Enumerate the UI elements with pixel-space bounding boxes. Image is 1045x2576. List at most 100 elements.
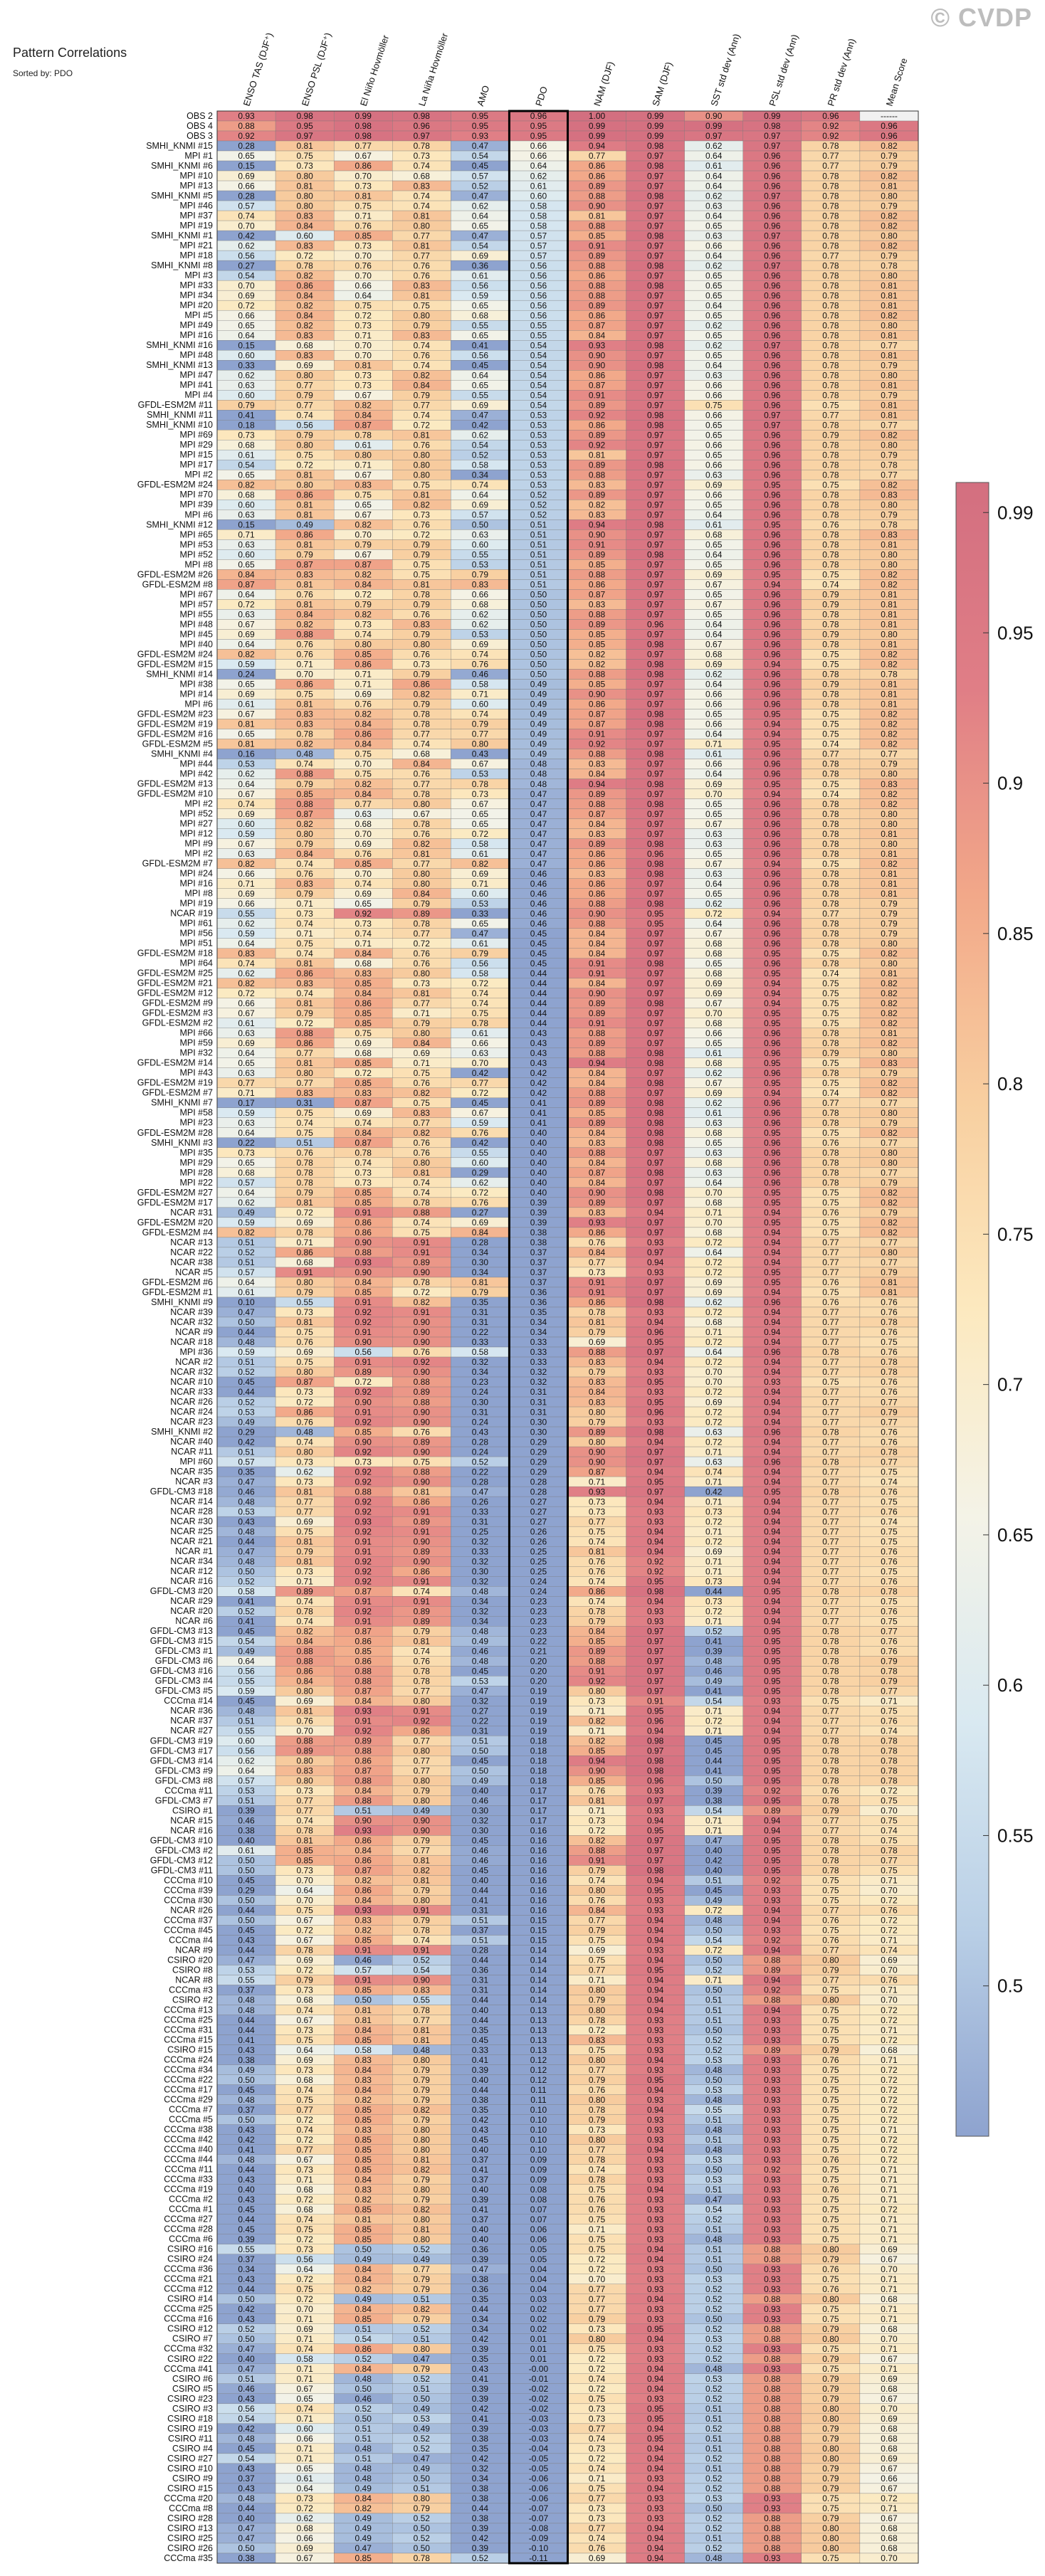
cell-value: 0.96: [764, 869, 781, 879]
cell-value: 0.94: [647, 1317, 664, 1327]
cell-value: 0.20: [530, 1676, 547, 1686]
cell-value: 0.70: [296, 1726, 313, 1736]
cell-value: 0.75: [296, 1108, 313, 1118]
row-label: SMHI_KNMI #9: [151, 1297, 213, 1307]
cell-value: 0.93: [647, 1387, 664, 1397]
cell-value: 0.74: [296, 949, 313, 959]
cell-value: 0.47: [530, 809, 547, 819]
cell-value: 0.98: [647, 959, 664, 968]
cell-value: 0.77: [822, 1387, 839, 1397]
cell-value: 0.73: [414, 660, 431, 670]
cell-value: 0.79: [472, 949, 489, 959]
cell-value: 0.67: [705, 600, 723, 610]
cell-value: 0.72: [705, 1906, 723, 1916]
cell-value: 0.80: [296, 370, 313, 380]
cell-value: 0.77: [414, 250, 431, 260]
cell-value: 0.78: [414, 1666, 431, 1676]
cell-value: 0.74: [472, 650, 489, 660]
cell-value: 0.66: [238, 310, 255, 320]
cell-value: 0.65: [705, 350, 723, 360]
cell-value: 0.83: [238, 949, 255, 959]
cell-value: 0.81: [296, 141, 313, 151]
row-label: GFDL-ESM2M #18: [137, 949, 213, 959]
cell-value: 0.83: [414, 1108, 431, 1118]
cell-value: 0.93: [355, 1516, 372, 1526]
cell-value: 0.76: [296, 640, 313, 650]
row-label: CCCma #28: [164, 2224, 213, 2234]
row-label: MPI #2: [184, 849, 213, 859]
cell-value: 0.90: [414, 1327, 431, 1337]
cell-value: 0.93: [647, 1506, 664, 1516]
cell-value: 0.30: [472, 1826, 489, 1836]
cell-value: 0.17: [530, 1816, 547, 1826]
cell-value: 0.96: [764, 460, 781, 470]
cell-value: 0.42: [705, 1856, 723, 1866]
cell-value: 0.76: [881, 1387, 898, 1397]
cell-value: 0.94: [589, 779, 606, 789]
cell-value: 0.90: [589, 1457, 606, 1467]
cell-value: 0.21: [530, 1646, 547, 1656]
cell-value: 0.65: [705, 330, 723, 340]
cell-value: 0.39: [530, 1198, 547, 1208]
cell-value: 0.75: [822, 2025, 839, 2035]
cell-value: 0.81: [589, 1796, 606, 1806]
row-label: NCAR #18: [170, 1337, 213, 1347]
cell-value: 0.90: [414, 1816, 431, 1826]
cell-value: 0.97: [647, 1856, 664, 1866]
cell-value: 0.85: [296, 789, 313, 799]
column-label: PR std dev (Ann): [825, 37, 857, 107]
cell-value: 0.78: [822, 929, 839, 939]
cell-value: 0.77: [822, 1536, 839, 1546]
cell-value: 0.73: [355, 380, 372, 390]
cell-value: 0.75: [822, 978, 839, 988]
cell-value: 0.77: [822, 1576, 839, 1586]
row-label: GFDL-CM3 #17: [150, 1746, 213, 1756]
cell-value: 0.49: [238, 1208, 255, 1218]
cell-value: 0.96: [764, 270, 781, 280]
cell-value: 0.95: [530, 121, 547, 131]
cell-value: 0.49: [530, 749, 547, 759]
cell-value: 0.58: [530, 221, 547, 231]
cell-value: 0.78: [822, 470, 839, 480]
cell-value: 0.30: [472, 1257, 489, 1267]
cell-value: 0.74: [881, 1946, 898, 1955]
cell-value: 0.81: [355, 360, 372, 370]
row-label: MPI #32: [179, 1048, 213, 1058]
cell-value: 0.96: [764, 510, 781, 520]
cell-value: 0.93: [355, 1706, 372, 1716]
cell-value: 0.77: [822, 1397, 839, 1407]
cell-value: 0.78: [822, 1846, 839, 1856]
cell-value: 0.91: [296, 1267, 313, 1277]
row-label: GFDL-CM3 #14: [150, 1756, 213, 1765]
cell-value: 0.79: [881, 1208, 898, 1218]
cell-value: 0.93: [764, 1896, 781, 1906]
cell-value: 0.20: [530, 1666, 547, 1676]
cell-value: 0.84: [414, 889, 431, 899]
cell-value: 0.98: [647, 191, 664, 201]
row-label: NCAR #8: [175, 1975, 213, 1985]
cell-value: 0.67: [705, 1078, 723, 1088]
cell-value: 0.95: [764, 1626, 781, 1636]
cell-value: 0.79: [296, 779, 313, 789]
cell-value: 0.69: [472, 640, 489, 650]
cell-value: 0.98: [647, 231, 664, 241]
cell-value: 0.38: [530, 1228, 547, 1237]
column-label: Mean Score: [884, 57, 910, 107]
row-label: NCAR #35: [170, 1467, 213, 1477]
cell-value: 0.52: [472, 181, 489, 191]
cell-value: 0.82: [355, 1876, 372, 1886]
cell-value: 0.97: [647, 171, 664, 181]
cell-value: 0.97: [647, 1656, 664, 1666]
cell-value: 0.53: [530, 420, 547, 430]
cell-value: 0.89: [589, 1038, 606, 1048]
cell-value: 0.23: [530, 1606, 547, 1616]
cell-value: 0.81: [296, 1556, 313, 1566]
cell-value: 0.79: [296, 430, 313, 440]
cell-value: 0.41: [705, 1766, 723, 1776]
cell-value: 0.75: [822, 480, 839, 490]
row-label: CCCma #32: [164, 2344, 213, 2354]
cell-value: 0.83: [589, 1377, 606, 1387]
cell-value: 0.22: [530, 1636, 547, 1646]
row-label: MPI #33: [179, 280, 213, 290]
cell-value: 0.88: [589, 1048, 606, 1058]
